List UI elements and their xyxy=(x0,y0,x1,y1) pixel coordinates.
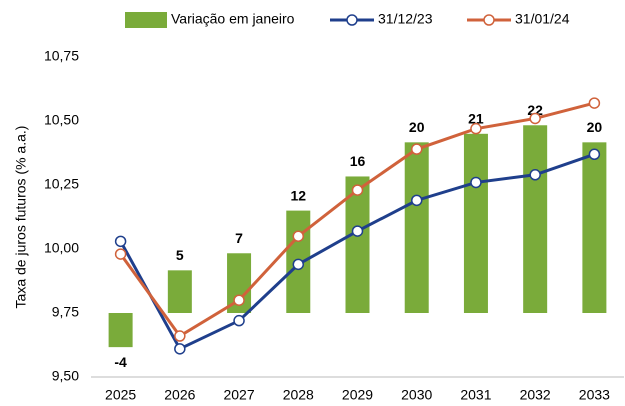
legend-label: 31/01/24 xyxy=(515,11,570,27)
marker xyxy=(114,248,127,260)
x-tick-label: 2029 xyxy=(342,387,373,403)
marker xyxy=(292,258,305,271)
x-tick-label: 2033 xyxy=(579,387,610,403)
marker xyxy=(292,230,305,242)
data-label: 22 xyxy=(527,102,543,118)
data-label: -4 xyxy=(114,354,127,370)
bar xyxy=(463,133,488,313)
marker xyxy=(410,143,423,155)
y-tick-label: 10,25 xyxy=(44,176,79,192)
marker xyxy=(529,169,541,181)
bar xyxy=(345,176,370,313)
data-label: 20 xyxy=(409,119,425,135)
marker xyxy=(351,184,364,196)
marker xyxy=(588,148,601,161)
data-label: 5 xyxy=(176,247,184,263)
bar xyxy=(582,142,607,313)
x-tick-label: 2032 xyxy=(520,387,551,403)
marker xyxy=(233,314,245,327)
marker xyxy=(174,330,186,342)
data-label: 21 xyxy=(468,111,484,127)
marker xyxy=(470,176,482,189)
data-label: 16 xyxy=(350,153,366,169)
legend-marker xyxy=(483,14,495,26)
bar xyxy=(167,270,192,313)
y-tick-label: 10,00 xyxy=(44,240,79,256)
y-tick-label: 9,75 xyxy=(52,304,79,320)
x-tick-label: 2027 xyxy=(223,387,254,403)
marker xyxy=(351,225,364,237)
marker xyxy=(233,294,245,306)
legend-label: Variação em janeiro xyxy=(171,11,295,27)
data-label: 7 xyxy=(235,230,243,246)
y-tick-label: 9,50 xyxy=(52,368,79,384)
marker xyxy=(410,194,423,207)
marker xyxy=(470,122,482,135)
y-tick-label: 10,50 xyxy=(44,112,79,128)
marker xyxy=(588,97,601,109)
data-label: 12 xyxy=(290,187,306,203)
x-tick-label: 2031 xyxy=(460,387,491,403)
marker xyxy=(174,343,186,355)
y-axis-label: Taxa de juros futuros (% a.a.) xyxy=(13,126,29,309)
x-tick-label: 2030 xyxy=(401,387,432,403)
bar xyxy=(523,125,548,314)
legend-swatch xyxy=(125,12,167,28)
marker xyxy=(529,112,541,125)
bar xyxy=(404,142,429,313)
x-tick-label: 2025 xyxy=(105,387,136,403)
data-label: 20 xyxy=(587,119,603,135)
x-tick-label: 2026 xyxy=(164,387,195,403)
x-tick-label: 2028 xyxy=(283,387,314,403)
legend-marker xyxy=(346,14,358,26)
legend-label: 31/12/23 xyxy=(378,11,433,27)
y-tick-label: 10,75 xyxy=(44,48,79,64)
marker xyxy=(114,235,127,248)
bar xyxy=(108,313,133,348)
